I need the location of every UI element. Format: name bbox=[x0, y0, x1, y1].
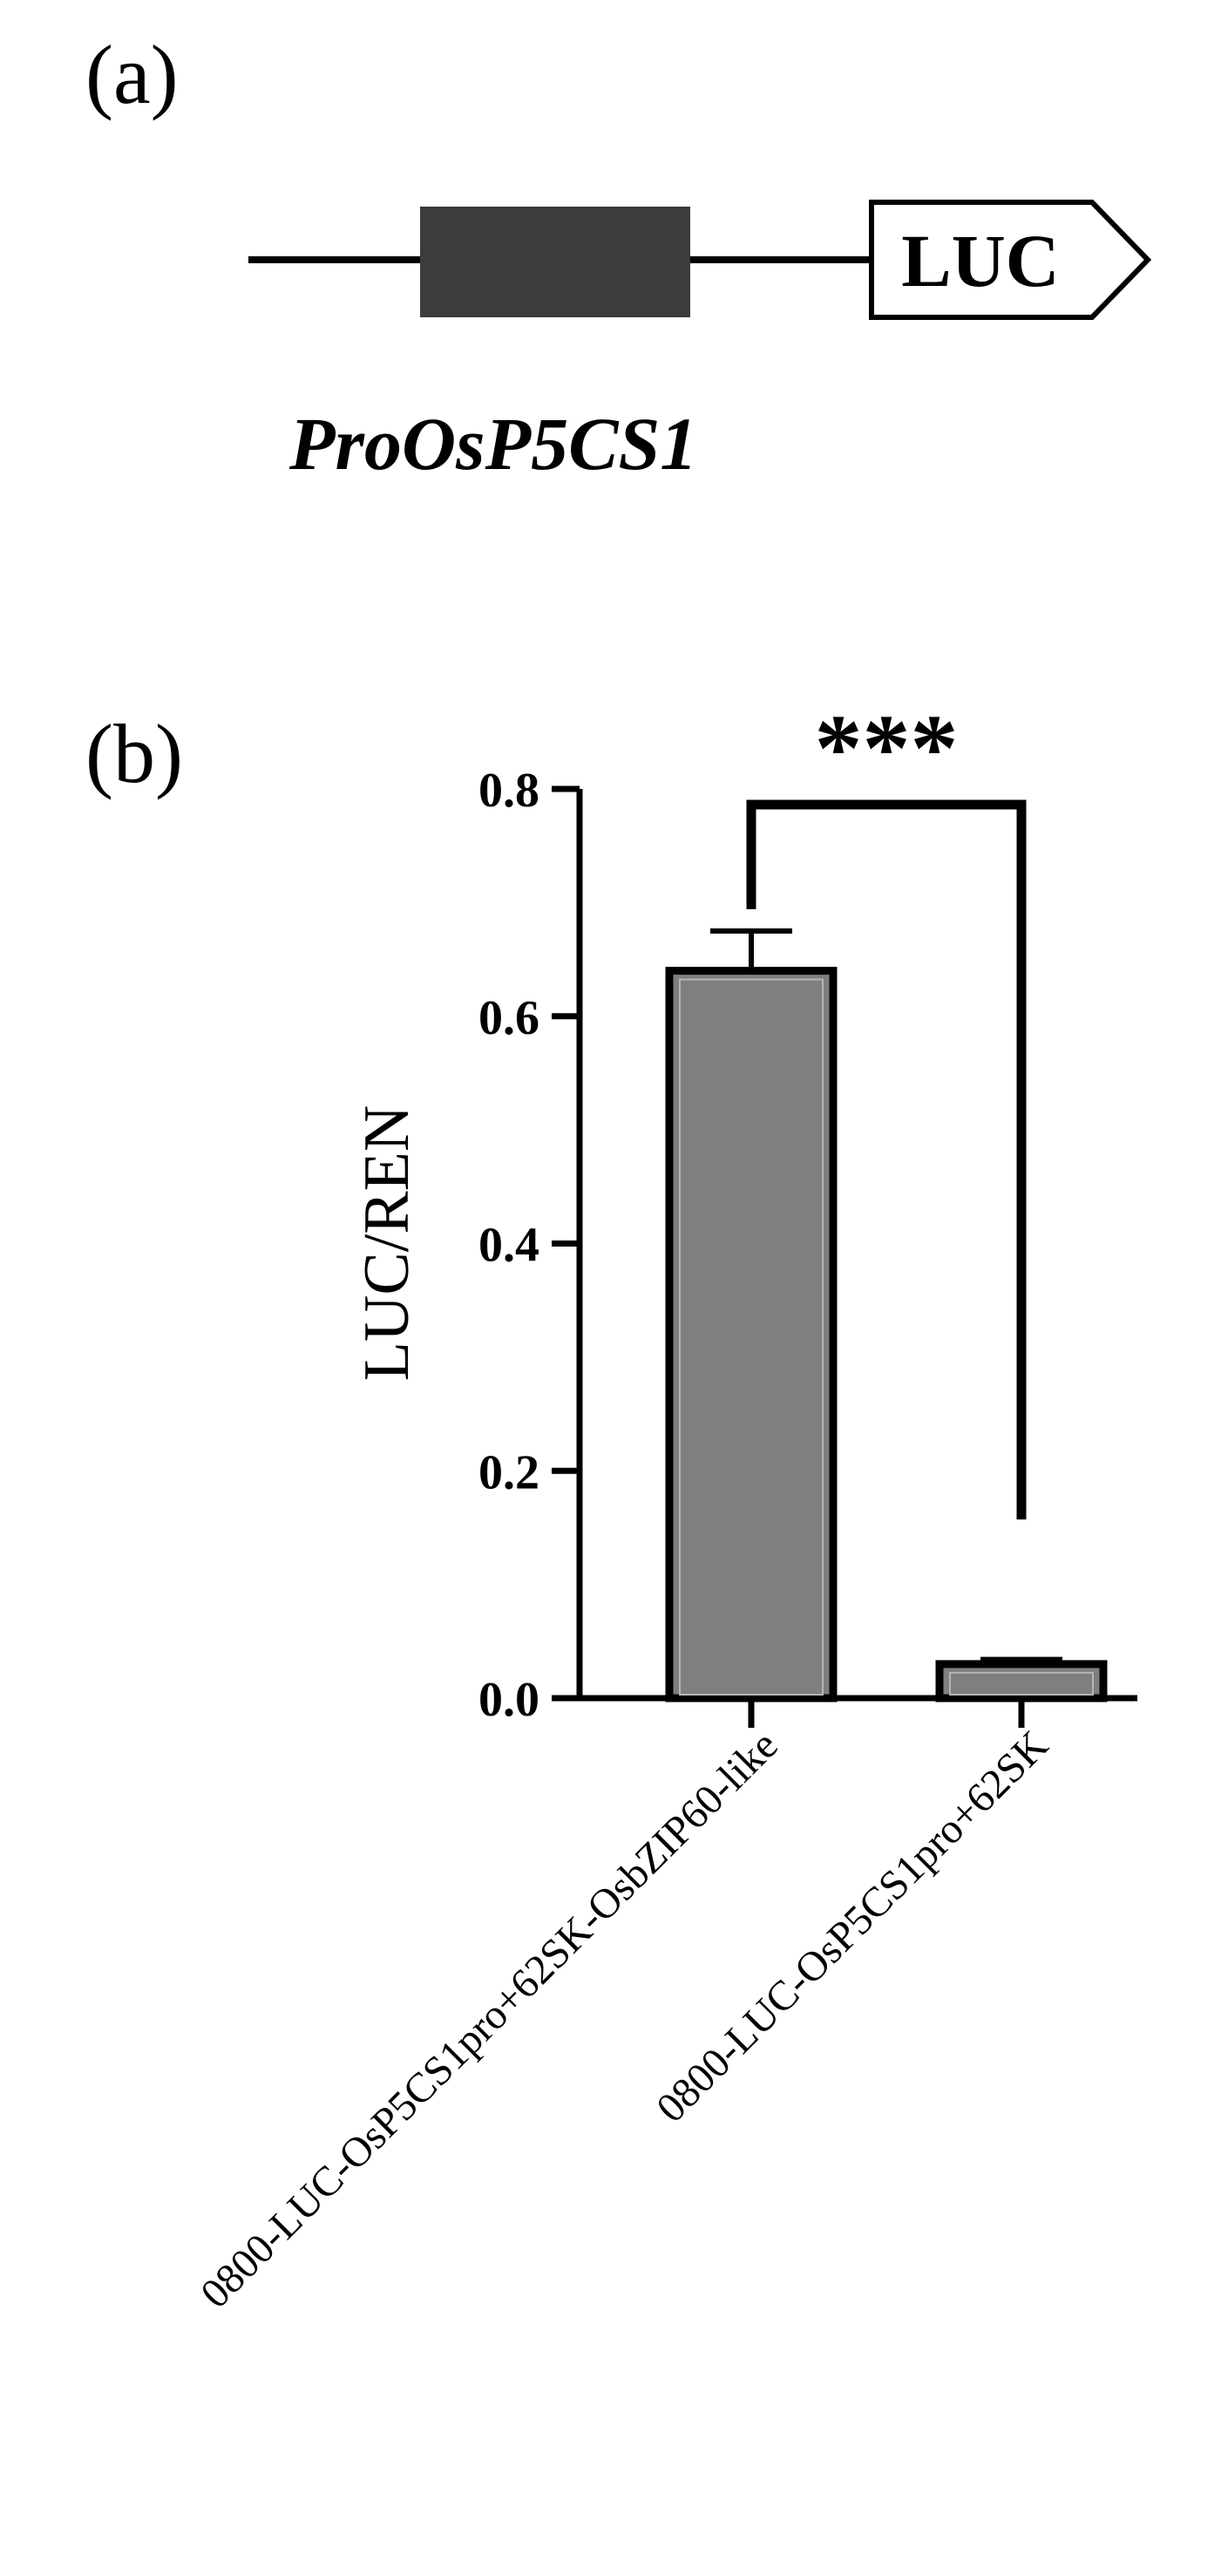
bar-highlight bbox=[949, 1671, 1094, 1696]
y-tick-label: 0.8 bbox=[478, 764, 539, 818]
panel-b: (b) 0.0 0.2 0.4 0.6 0.8 LUC/REN 0800-LUC-OsP… bbox=[85, 695, 1137, 2317]
error-bars bbox=[710, 928, 1062, 1664]
bar bbox=[935, 1660, 1108, 1703]
bar bbox=[665, 967, 838, 1703]
panel-a-label: (a) bbox=[85, 28, 179, 121]
category-label: 0800-LUC-OsP5CS1pro+62SK-OsbZIP60-like bbox=[192, 1722, 787, 2317]
luc-reporter-arrow bbox=[869, 200, 1152, 320]
promoter-name: ProOsP5CS1 bbox=[288, 402, 697, 486]
y-tick-label: 0.2 bbox=[478, 1445, 539, 1499]
significance-label: *** bbox=[815, 695, 959, 801]
category-labels: 0800-LUC-OsP5CS1pro+62SK-OsbZIP60-like08… bbox=[192, 1722, 1057, 2317]
x-axis bbox=[580, 1695, 1137, 1728]
significance-bracket-group: *** bbox=[746, 695, 1027, 1519]
bars bbox=[665, 967, 1108, 1703]
y-axis-title: LUC/REN bbox=[351, 1105, 423, 1382]
luc-reporter-label: LUC bbox=[901, 219, 1060, 302]
panel-b-label: (b) bbox=[85, 707, 183, 800]
significance-bracket bbox=[746, 799, 1027, 1519]
bar-highlight bbox=[679, 978, 824, 1696]
y-tick-label: 0.0 bbox=[478, 1673, 539, 1727]
panel-a: (a) LUC ProOsP5CS1 bbox=[85, 28, 1152, 486]
y-tick-label: 0.6 bbox=[478, 991, 539, 1045]
y-axis: 0.0 0.2 0.4 0.6 0.8 bbox=[478, 764, 583, 1727]
y-tick-label: 0.4 bbox=[478, 1219, 539, 1273]
promoter-box bbox=[420, 207, 690, 317]
